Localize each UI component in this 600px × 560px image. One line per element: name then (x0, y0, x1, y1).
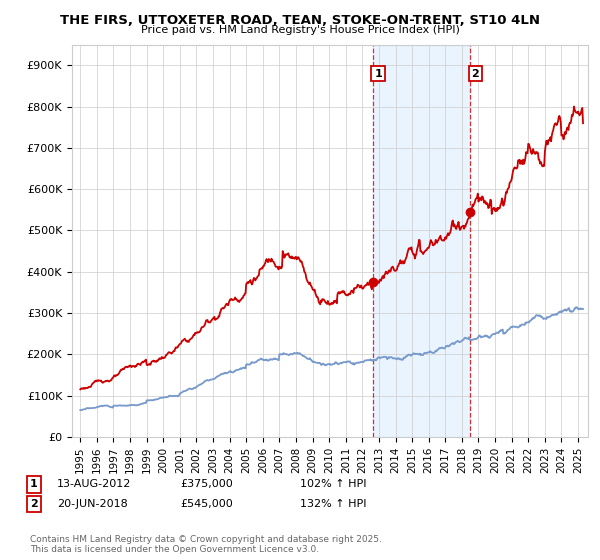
Text: 2: 2 (30, 499, 38, 509)
Text: 2: 2 (471, 69, 479, 79)
Bar (373, 45, 470, 437)
Text: £375,000: £375,000 (180, 479, 233, 489)
Text: 1: 1 (374, 69, 382, 79)
Text: Price paid vs. HM Land Registry's House Price Index (HPI): Price paid vs. HM Land Registry's House … (140, 25, 460, 35)
Text: Contains HM Land Registry data © Crown copyright and database right 2025.
This d: Contains HM Land Registry data © Crown c… (30, 535, 382, 554)
Text: THE FIRS, UTTOXETER ROAD, TEAN, STOKE-ON-TRENT, ST10 4LN: THE FIRS, UTTOXETER ROAD, TEAN, STOKE-ON… (60, 14, 540, 27)
Text: £545,000: £545,000 (180, 499, 233, 509)
Text: 13-AUG-2012: 13-AUG-2012 (57, 479, 131, 489)
Text: 20-JUN-2018: 20-JUN-2018 (57, 499, 128, 509)
Text: 132% ↑ HPI: 132% ↑ HPI (300, 499, 367, 509)
Text: 102% ↑ HPI: 102% ↑ HPI (300, 479, 367, 489)
Text: 1: 1 (30, 479, 38, 489)
